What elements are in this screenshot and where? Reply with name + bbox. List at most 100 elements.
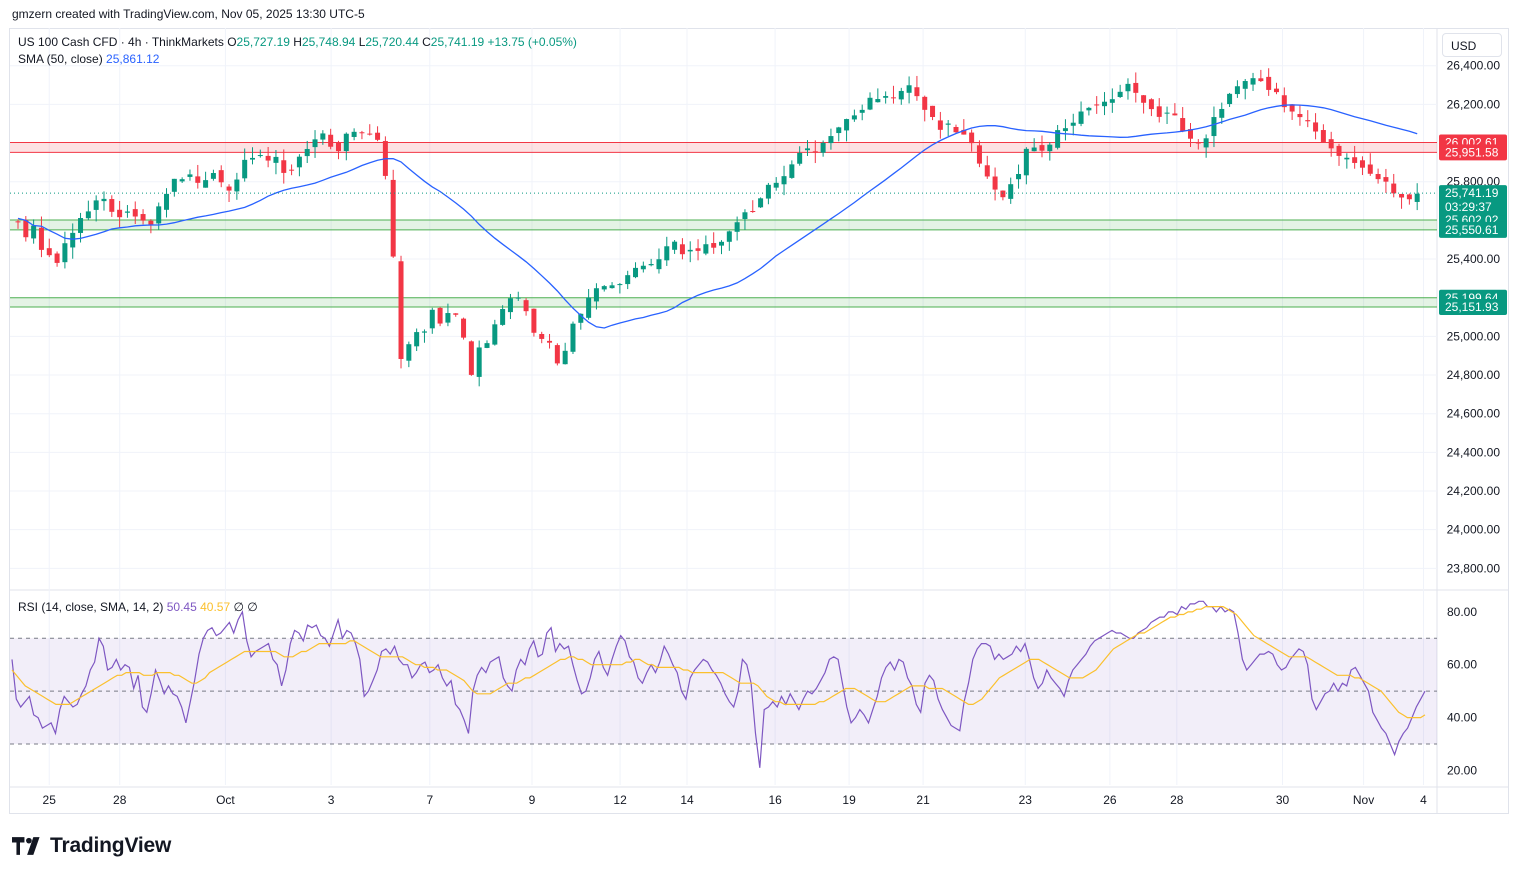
candle-body[interactable] xyxy=(281,160,287,173)
symbol-title[interactable]: US 100 Cash CFD · 4h · ThinkMarkets xyxy=(18,35,224,49)
candle-body[interactable] xyxy=(640,265,646,270)
support-zone-2-fill[interactable] xyxy=(10,297,1437,307)
candle-body[interactable] xyxy=(250,157,255,160)
candle-body[interactable] xyxy=(414,332,420,347)
candle-body[interactable] xyxy=(343,133,349,152)
candle-body[interactable] xyxy=(1313,122,1319,132)
sma-line[interactable] xyxy=(17,104,1418,329)
candle-body[interactable] xyxy=(242,159,248,179)
candle-body[interactable] xyxy=(1109,99,1115,103)
candle-body[interactable] xyxy=(672,241,678,250)
candle-body[interactable] xyxy=(1117,91,1123,98)
candle-body[interactable] xyxy=(976,145,982,164)
resistance-zone-fill[interactable] xyxy=(10,142,1437,153)
candle-body[interactable] xyxy=(1156,106,1162,117)
candle-body[interactable] xyxy=(719,241,724,246)
candle-body[interactable] xyxy=(750,211,756,213)
candle-body[interactable] xyxy=(992,176,998,190)
candle-body[interactable] xyxy=(156,206,162,224)
candle-body[interactable] xyxy=(390,179,396,257)
candle-body[interactable] xyxy=(31,225,37,239)
candle-body[interactable] xyxy=(203,180,209,188)
candle-body[interactable] xyxy=(656,259,662,270)
candle-body[interactable] xyxy=(679,244,685,255)
candle-body[interactable] xyxy=(1141,95,1147,103)
candle-body[interactable] xyxy=(54,253,60,263)
candle-body[interactable] xyxy=(687,249,693,252)
candle-body[interactable] xyxy=(1133,82,1139,93)
candle-body[interactable] xyxy=(507,298,513,313)
candle-body[interactable] xyxy=(492,324,498,345)
candle-body[interactable] xyxy=(273,156,279,163)
candle-body[interactable] xyxy=(1219,108,1225,118)
candle-body[interactable] xyxy=(969,132,975,144)
candle-body[interactable] xyxy=(1164,112,1170,114)
candle-body[interactable] xyxy=(726,231,732,242)
candle-body[interactable] xyxy=(445,313,451,323)
candle-body[interactable] xyxy=(85,211,91,219)
candle-body[interactable] xyxy=(836,127,842,134)
candle-body[interactable] xyxy=(1062,128,1068,132)
candle-body[interactable] xyxy=(1000,190,1006,198)
candle-body[interactable] xyxy=(93,200,99,210)
candle-body[interactable] xyxy=(828,136,834,144)
candle-body[interactable] xyxy=(601,286,607,290)
rsi-line[interactable] xyxy=(11,600,1426,768)
candle-body[interactable] xyxy=(593,288,599,302)
candle-body[interactable] xyxy=(844,119,850,131)
candle-body[interactable] xyxy=(109,199,115,212)
candle-body[interactable] xyxy=(758,198,764,208)
candle-body[interactable] xyxy=(617,284,623,286)
candle-body[interactable] xyxy=(890,97,896,99)
candle-body[interactable] xyxy=(1406,194,1412,200)
candle-body[interactable] xyxy=(1055,130,1061,148)
candle-body[interactable] xyxy=(124,211,130,213)
candle-body[interactable] xyxy=(1211,117,1217,137)
currency-selector[interactable]: USD xyxy=(1442,33,1502,57)
candle-body[interactable] xyxy=(633,267,639,278)
candle-body[interactable] xyxy=(984,165,990,177)
candle-body[interactable] xyxy=(1008,184,1014,199)
candle-body[interactable] xyxy=(265,155,271,161)
candle-body[interactable] xyxy=(1375,173,1381,180)
candle-body[interactable] xyxy=(851,115,857,120)
candle-body[interactable] xyxy=(914,87,920,97)
candle-body[interactable] xyxy=(210,173,216,179)
candle-body[interactable] xyxy=(437,307,443,324)
tag-last-bg[interactable] xyxy=(1439,185,1507,216)
candle-body[interactable] xyxy=(953,127,959,133)
candle-body[interactable] xyxy=(171,178,177,192)
tag-support2-bottom-bg[interactable] xyxy=(1439,298,1507,315)
candle-body[interactable] xyxy=(1047,144,1053,152)
candle-body[interactable] xyxy=(773,182,779,188)
candle-body[interactable] xyxy=(1281,95,1287,108)
candle-body[interactable] xyxy=(117,209,123,218)
candle-body[interactable] xyxy=(554,345,560,364)
candle-body[interactable] xyxy=(562,350,568,365)
candle-body[interactable] xyxy=(515,297,521,299)
candle-body[interactable] xyxy=(1227,93,1233,105)
candle-body[interactable] xyxy=(78,218,84,233)
candle-body[interactable] xyxy=(703,244,709,254)
candle-body[interactable] xyxy=(961,129,967,135)
rsi-ma-line[interactable] xyxy=(11,606,1426,719)
candle-body[interactable] xyxy=(711,243,717,248)
candle-body[interactable] xyxy=(1125,83,1131,92)
candle-body[interactable] xyxy=(132,209,138,217)
candle-body[interactable] xyxy=(406,344,412,361)
candle-body[interactable] xyxy=(304,148,310,157)
candle-body[interactable] xyxy=(664,246,670,261)
candle-body[interactable] xyxy=(797,152,803,164)
candle-body[interactable] xyxy=(1039,145,1045,151)
candle-body[interactable] xyxy=(320,133,326,140)
candle-body[interactable] xyxy=(179,179,185,182)
candle-body[interactable] xyxy=(140,214,146,221)
candle-body[interactable] xyxy=(1172,113,1178,116)
candle-body[interactable] xyxy=(1078,111,1084,124)
candle-body[interactable] xyxy=(1289,104,1295,112)
candle-body[interactable] xyxy=(1383,177,1389,182)
candle-body[interactable] xyxy=(70,232,76,248)
candle-body[interactable] xyxy=(1367,164,1373,174)
candle-body[interactable] xyxy=(578,313,584,323)
candle-body[interactable] xyxy=(883,96,889,98)
